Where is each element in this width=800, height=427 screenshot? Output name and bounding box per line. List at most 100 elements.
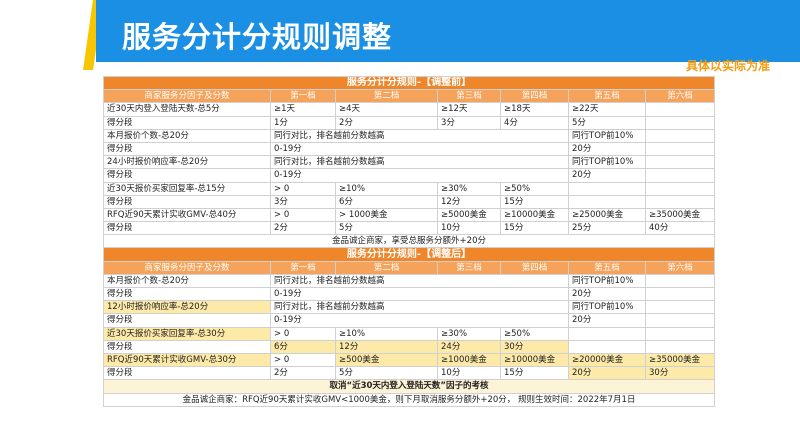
cell (644, 141, 716, 157)
cell (644, 313, 716, 328)
column-header: 商家服务分因子及分数 (103, 260, 271, 275)
table-title: 服务分计分规则-【调整前】 (102, 75, 716, 91)
footer-row: 金品诚企商家，享受总服务分额外+20分 (102, 234, 716, 249)
cell: ≥25000美金 (568, 207, 646, 223)
cell: ≥4天 (335, 102, 438, 117)
cell: ≥22天 (568, 102, 646, 117)
cell: 4分 (500, 115, 569, 130)
table-row: 得分段 6分 12分 24分 30分 (103, 339, 716, 354)
table-row: RFQ近90天累计实收GMV-总40分 > 0 > 1000美金 ≥5000美金 ≥10… (103, 207, 716, 223)
cell: 6分 (270, 339, 336, 354)
cell: 30分 (644, 366, 716, 381)
cell: 40分 (644, 221, 716, 236)
cell (568, 181, 646, 196)
cell: 同行对比，排名越前分数越高 (270, 300, 569, 315)
column-header: 第二档 (335, 260, 438, 275)
table-title: 服务分计分规则-【调整后】 (102, 247, 716, 262)
cell (644, 194, 716, 209)
cell: ≥1000美金 (437, 352, 501, 368)
cell: > 0 (270, 207, 336, 223)
cell: 0-19分 (270, 168, 569, 183)
row-label: 得分段 (103, 168, 271, 183)
row-label: 得分段 (103, 286, 271, 302)
cell: > 0 (270, 326, 336, 341)
column-header: 第一档 (270, 260, 336, 275)
cell: 24分 (437, 339, 501, 354)
cell: 同行TOP前10% (568, 155, 646, 170)
cell (568, 194, 646, 209)
table-row: 得分段 3分 6分 12分 15分 (103, 194, 716, 209)
cell: > 1000美金 (335, 207, 438, 223)
cell: ≥10% (335, 326, 438, 341)
table-row: 近30天报价买家回复率-总15分 > 0 ≥10% ≥30% ≥50% (103, 181, 716, 196)
cell: 15分 (500, 194, 569, 209)
cell (644, 181, 716, 196)
column-header: 第二档 (335, 89, 438, 104)
cell: ≥18天 (500, 102, 569, 117)
cell: 6分 (335, 194, 438, 209)
footer-note: 取消“近30天内登入登陆天数”因子的考核 (102, 379, 716, 394)
column-header-row: 商家服务分因子及分数 第一档 第二档 第三档 第四档 第五档 第六档 (103, 89, 716, 104)
cell: 5分 (568, 115, 646, 130)
cell: ≥50% (500, 181, 569, 196)
row-label: 得分段 (103, 141, 271, 157)
cell: 20分 (568, 168, 646, 183)
row-label: 得分段 (103, 221, 271, 236)
cell (644, 155, 716, 170)
column-header: 第四档 (500, 260, 569, 275)
cell: ≥12天 (437, 102, 501, 117)
cell: 2分 (335, 115, 438, 130)
cell: 2分 (270, 366, 336, 381)
table-row: 得分段 1分 2分 3分 4分 5分 (103, 115, 716, 130)
row-label: 近30天内登入登陆天数-总5分 (103, 102, 271, 117)
cell (644, 339, 716, 354)
cell (644, 115, 716, 130)
table-row: 得分段 2分 5分 10分 15分 20分 30分 (103, 366, 716, 381)
table-row: 本月报价个数-总20分 同行对比，排名越前分数越高 同行TOP前10% (103, 128, 716, 143)
row-label: 得分段 (103, 313, 271, 328)
table-row: RFQ近90天累计实收GMV-总30分 > 0 ≥500美金 ≥1000美金 ≥1000… (103, 352, 716, 368)
cell (644, 300, 716, 315)
row-label: 近30天报价买家回复率-总30分 (103, 326, 271, 341)
column-header: 第五档 (568, 260, 646, 275)
cell: 1分 (270, 115, 336, 130)
cell: 25分 (568, 221, 646, 236)
column-header: 商家服务分因子及分数 (103, 89, 271, 104)
cell: ≥30% (437, 326, 501, 341)
cell: 10分 (437, 221, 501, 236)
cell: 0-19分 (270, 286, 569, 302)
column-header: 第六档 (644, 260, 716, 275)
cell: 12分 (437, 194, 501, 209)
cell: 同行TOP前10% (568, 273, 646, 289)
cell: 20分 (568, 366, 646, 381)
row-label: 得分段 (103, 115, 271, 130)
cell: 同行对比，排名越前分数越高 (270, 155, 569, 170)
cell: 20分 (568, 141, 646, 157)
table-row: 近30天报价买家回复率-总30分 > 0 ≥10% ≥30% ≥50% (103, 326, 716, 341)
cell: 15分 (500, 366, 569, 381)
row-label: 本月报价个数-总20分 (103, 273, 271, 289)
cell (644, 102, 716, 117)
cell: 2分 (270, 221, 336, 236)
slide-note: 具体以实际为准 (685, 59, 770, 73)
row-label: 12小时报价响应率-总20分 (103, 300, 271, 315)
cell: ≥20000美金 (568, 352, 646, 368)
cell (644, 326, 716, 341)
row-label: RFQ近90天累计实收GMV-总40分 (103, 207, 271, 223)
cell: 5分 (335, 366, 438, 381)
cell: ≥35000美金 (644, 207, 716, 223)
table-row: 得分段 0-19分 20分 (103, 141, 716, 157)
footer-note: 金品诚企商家：RFQ近90天累计实收GMV<1000美金，则下月取消服务分额外+… (102, 392, 716, 407)
cell: 12分 (335, 339, 438, 354)
column-header: 第三档 (437, 260, 501, 275)
row-label: 得分段 (103, 366, 271, 381)
footer-row: 取消“近30天内登入登陆天数”因子的考核 (102, 379, 716, 394)
cell: ≥30% (437, 181, 501, 196)
cell: > 0 (270, 352, 336, 368)
cell: 同行TOP前10% (568, 300, 646, 315)
cell: ≥10% (335, 181, 438, 196)
cell: 同行对比，排名越前分数越高 (270, 273, 569, 289)
footer-row: 金品诚企商家：RFQ近90天累计实收GMV<1000美金，则下月取消服务分额外+… (102, 392, 716, 407)
cell: 0-19分 (270, 141, 569, 157)
